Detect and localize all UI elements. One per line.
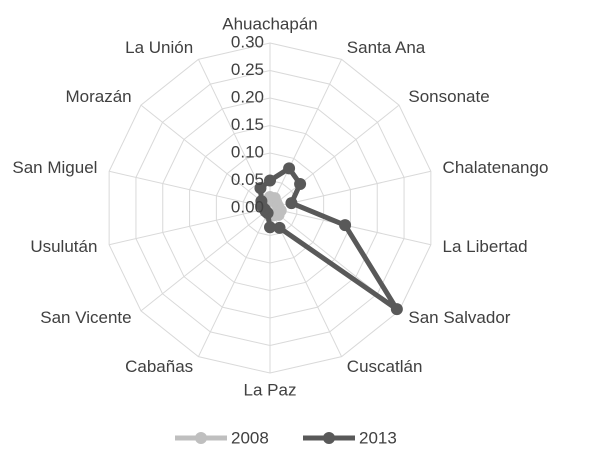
spoke: [140, 104, 271, 209]
spoke: [269, 104, 400, 209]
point: [273, 221, 286, 234]
category-label: Usulután: [30, 237, 97, 256]
y-tick-label: 0.15: [231, 115, 264, 134]
category-label: La Libertad: [443, 237, 528, 256]
spoke: [197, 207, 271, 357]
point: [255, 195, 268, 208]
point: [390, 303, 403, 316]
category-label: Morazán: [65, 87, 131, 106]
category-label: San Salvador: [408, 308, 510, 327]
category-label: San Vicente: [40, 308, 131, 327]
category-label: La Paz: [244, 380, 297, 399]
legend-swatch-dot: [195, 432, 207, 444]
legend-label: 2008: [231, 428, 269, 447]
point: [283, 162, 296, 175]
category-label: Sonsonate: [408, 87, 489, 106]
spoke: [109, 170, 271, 209]
point: [254, 182, 267, 195]
category-label: Cuscatlán: [347, 357, 423, 376]
point: [285, 197, 298, 210]
y-tick-label: 0.10: [231, 142, 264, 161]
category-label: Chalatenango: [443, 158, 549, 177]
y-tick-label: 0.00: [231, 197, 264, 216]
category-label: San Miguel: [12, 158, 97, 177]
spoke: [109, 207, 271, 246]
point: [294, 177, 307, 190]
legend-swatch-dot: [323, 432, 335, 444]
category-label: Santa Ana: [347, 38, 426, 57]
spoke: [140, 207, 271, 312]
category-label: Ahuachapán: [222, 14, 317, 33]
category-label: Cabañas: [125, 357, 193, 376]
category-label: La Unión: [125, 38, 193, 57]
point: [264, 221, 276, 234]
legend-label: 2013: [359, 428, 397, 447]
y-tick-label: 0.05: [231, 170, 264, 189]
y-tick-label: 0.20: [231, 87, 264, 106]
spoke: [269, 59, 343, 209]
y-tick-label: 0.25: [231, 60, 264, 79]
point: [339, 219, 352, 232]
point: [264, 174, 276, 187]
y-tick-label: 0.30: [231, 32, 264, 51]
